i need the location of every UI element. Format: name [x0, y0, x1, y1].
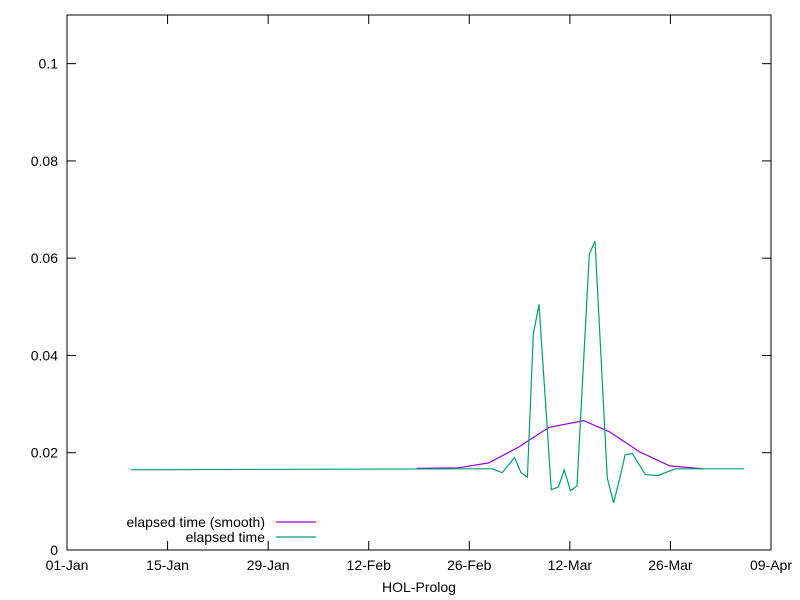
- y-tick-label: 0.06: [31, 250, 58, 266]
- x-tick-label: 12-Feb: [347, 557, 392, 573]
- x-tick-label: 29-Jan: [247, 557, 290, 573]
- x-axis-label: HOL-Prolog: [382, 579, 456, 595]
- x-tick-label: 26-Mar: [648, 557, 693, 573]
- x-tick-label: 26-Feb: [447, 557, 492, 573]
- x-tick-label: 09-Apr: [750, 557, 792, 573]
- y-tick-label: 0.1: [39, 56, 59, 72]
- y-tick-label: 0.04: [31, 347, 58, 363]
- x-tick-label: 01-Jan: [46, 557, 89, 573]
- y-tick-label: 0.08: [31, 153, 58, 169]
- x-tick-label: 15-Jan: [146, 557, 189, 573]
- y-tick-label: 0.02: [31, 445, 58, 461]
- legend-label: elapsed time: [186, 529, 266, 545]
- x-tick-label: 12-Mar: [548, 557, 593, 573]
- series-line-0: [416, 419, 704, 470]
- series-line-1: [131, 240, 744, 503]
- legend-label: elapsed time (smooth): [126, 514, 265, 530]
- y-tick-label: 0: [50, 542, 58, 558]
- plot-border: [66, 14, 772, 551]
